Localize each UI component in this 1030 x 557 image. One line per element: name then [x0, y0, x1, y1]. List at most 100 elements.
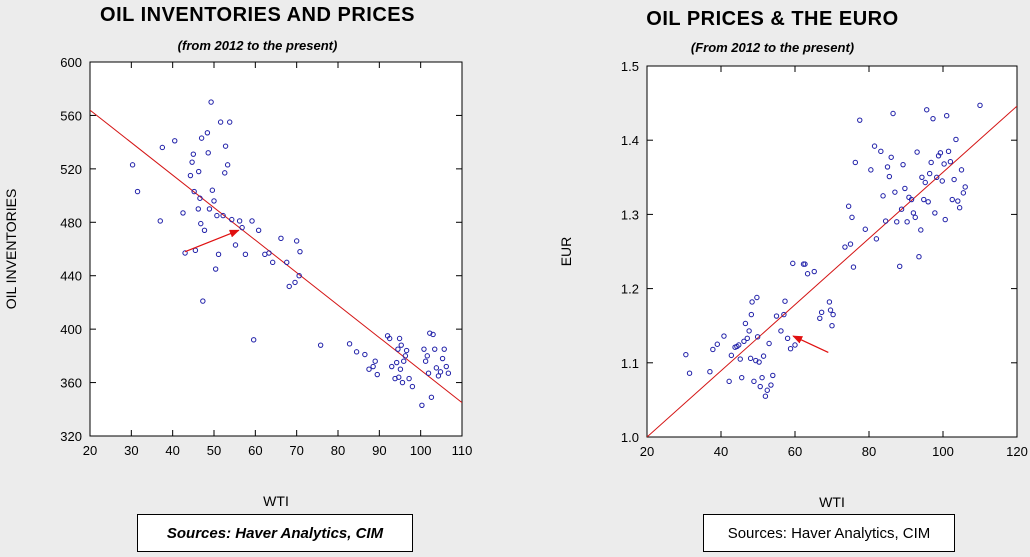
data-point: [945, 148, 952, 155]
data-point: [297, 248, 303, 255]
data-point: [829, 323, 835, 329]
data-point: [919, 174, 925, 181]
data-point: [220, 212, 226, 219]
data-point: [944, 113, 950, 119]
data-point: [726, 378, 732, 385]
data-point: [157, 218, 163, 224]
data-point: [947, 159, 954, 165]
data-point: [925, 199, 931, 205]
x-tick-label: 90: [372, 443, 386, 458]
chart-panel-oil-inventories: OIL INVENTORIES AND PRICES (from 2012 to…: [3, 4, 473, 552]
data-point: [916, 253, 922, 260]
x-tick-label: 110: [452, 443, 473, 458]
data-point: [926, 170, 933, 177]
data-point: [932, 210, 938, 216]
data-point: [847, 241, 854, 247]
data-point: [236, 218, 243, 224]
data-point: [742, 320, 749, 327]
data-point: [849, 214, 855, 221]
data-point: [862, 226, 868, 232]
data-point: [215, 251, 222, 258]
data-point: [211, 198, 217, 204]
data-point: [754, 294, 760, 301]
data-point: [922, 179, 928, 186]
x-tick-label: 100: [932, 444, 954, 459]
data-point: [419, 402, 425, 408]
data-point: [880, 193, 886, 199]
data-point: [195, 206, 201, 212]
data-point: [977, 102, 983, 109]
data-point: [802, 261, 808, 267]
plot-area: [89, 61, 463, 437]
data-point: [768, 382, 774, 388]
data-point: [924, 107, 930, 113]
data-point: [427, 330, 433, 336]
data-point: [205, 150, 211, 156]
plot-content: [647, 102, 1017, 437]
data-point: [443, 363, 449, 370]
data-point: [955, 198, 961, 204]
data-point: [728, 352, 735, 359]
chart-subtitle: (From 2012 to the present): [690, 40, 855, 55]
x-tick-label: 120: [1006, 444, 1028, 459]
data-point: [362, 351, 368, 358]
data-point: [904, 219, 910, 225]
data-point: [781, 311, 787, 318]
data-point: [372, 358, 378, 364]
data-point: [892, 189, 898, 195]
data-point: [804, 271, 811, 277]
y-tick-label: 1.0: [621, 430, 639, 445]
data-point: [191, 188, 197, 195]
data-point: [402, 353, 409, 359]
x-tick-label: 80: [331, 443, 345, 458]
chart-panel-oil-euro: OIL PRICES & THE EURO (From 2012 to the …: [515, 0, 1030, 557]
data-point: [435, 373, 442, 379]
data-point: [683, 351, 689, 358]
data-point: [930, 115, 936, 122]
data-point: [754, 334, 761, 340]
data-point: [198, 135, 205, 141]
data-point: [398, 342, 404, 348]
data-point: [811, 268, 817, 275]
plot-content: [90, 99, 462, 408]
data-point: [198, 220, 204, 227]
y-tick-label: 560: [60, 108, 82, 123]
data-point: [784, 335, 791, 342]
arrow-annotation: [792, 335, 829, 354]
data-point: [222, 143, 229, 149]
data-point: [439, 355, 446, 362]
data-point: [894, 219, 900, 225]
data-point: [424, 353, 430, 359]
data-point: [762, 393, 769, 399]
data-point: [393, 359, 400, 366]
data-point: [890, 110, 896, 117]
data-point: [421, 346, 427, 352]
y-tick-label: 520: [60, 162, 82, 177]
data-point: [826, 299, 833, 305]
data-point: [928, 159, 934, 166]
y-tick-label: 1.1: [621, 356, 639, 371]
data-point: [317, 342, 324, 348]
data-point: [172, 138, 178, 144]
data-point: [882, 218, 889, 224]
data-point: [941, 161, 947, 167]
data-point: [770, 372, 776, 379]
y-tick-label: 600: [60, 55, 82, 70]
data-point: [239, 224, 245, 231]
data-point: [422, 358, 429, 364]
data-point: [868, 167, 874, 173]
data-point: [129, 162, 136, 168]
data-point: [764, 387, 770, 393]
x-axis-label: WTI: [819, 494, 845, 510]
regression-line: [90, 109, 462, 404]
data-point: [852, 159, 859, 166]
data-point: [939, 178, 945, 184]
data-point: [278, 235, 284, 242]
data-point: [958, 167, 965, 173]
data-point: [741, 338, 747, 344]
data-point: [200, 298, 206, 304]
data-point: [766, 340, 772, 347]
data-point: [187, 172, 194, 179]
data-point: [842, 244, 848, 250]
data-point: [937, 150, 944, 156]
